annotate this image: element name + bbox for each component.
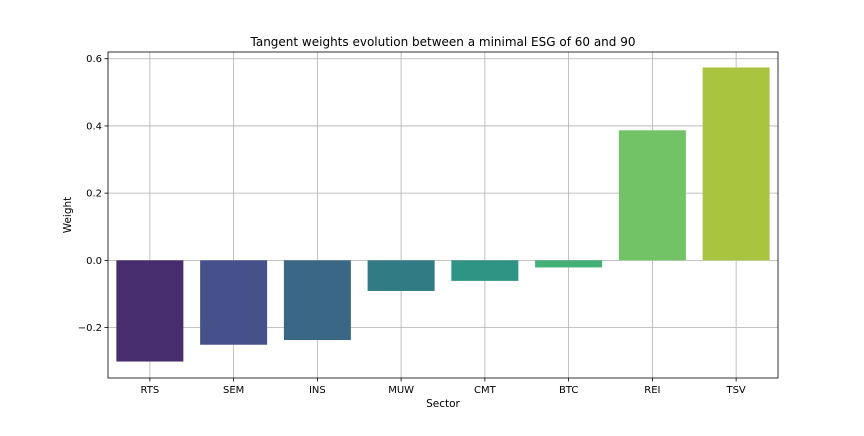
bar-cmt <box>451 260 519 281</box>
bar-rts <box>116 260 184 362</box>
x-axis-label: Sector <box>426 398 460 410</box>
x-tick-label: RTS <box>141 385 160 396</box>
axis-ticks: −0.2 0.0 0.2 0.4 0.6 RTS SEM INS MUW CMT BTC REI TSV <box>78 54 746 396</box>
bars <box>116 67 770 362</box>
x-tick-label: BTC <box>559 385 578 396</box>
plot-frame <box>107 51 779 379</box>
y-tick-label: −0.2 <box>78 323 102 334</box>
x-tick-label: INS <box>309 385 326 396</box>
x-tick-label: CMT <box>474 385 497 396</box>
y-axis-label: Weight <box>62 197 74 234</box>
chart-title: Tangent weights evolution between a mini… <box>250 35 636 49</box>
bar-tsv <box>702 67 770 261</box>
bar-ins <box>283 260 351 341</box>
bar-muw <box>367 260 435 291</box>
x-tick-label: REI <box>644 385 660 396</box>
y-tick-label: 0.0 <box>86 256 102 267</box>
x-tick-label: SEM <box>223 385 244 396</box>
x-tick-label: MUW <box>388 385 414 396</box>
y-tick-label: 0.4 <box>86 121 102 132</box>
x-tick-label: TSV <box>725 385 745 396</box>
bar-rei <box>618 130 686 261</box>
bar-sem <box>200 260 268 345</box>
bar-btc <box>535 260 603 268</box>
y-tick-label: 0.6 <box>86 54 102 65</box>
y-tick-label: 0.2 <box>86 189 102 200</box>
